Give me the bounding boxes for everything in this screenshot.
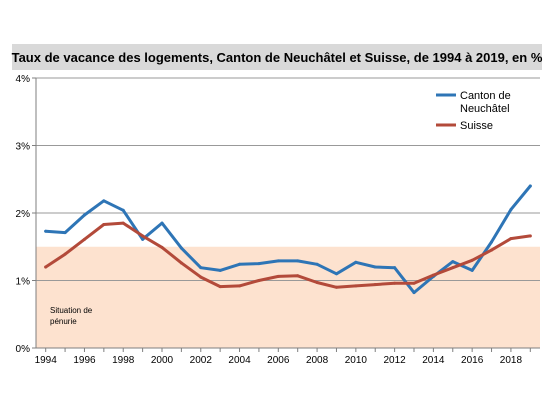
data-point — [257, 262, 261, 266]
x-tick-label: 2008 — [306, 355, 329, 366]
data-point — [257, 279, 261, 282]
x-tick-label: 2012 — [383, 355, 406, 366]
data-point — [354, 260, 358, 264]
data-point — [393, 266, 397, 270]
x-tick-label: 2004 — [228, 355, 251, 366]
x-tick-label: 2018 — [500, 355, 523, 366]
chart-title: Taux de vacance des logements, Canton de… — [11, 49, 543, 65]
legend-label-canton-neuchatel: Neuchâtel — [460, 103, 510, 115]
data-point — [528, 184, 532, 188]
data-point — [160, 221, 164, 225]
data-point — [238, 262, 242, 266]
data-point — [509, 208, 513, 212]
data-point — [141, 234, 145, 238]
data-point — [44, 229, 48, 233]
data-point — [315, 262, 319, 266]
data-point — [334, 272, 338, 276]
data-point — [121, 221, 125, 225]
series-line-suisse — [44, 221, 532, 289]
data-point — [276, 259, 280, 263]
data-point — [296, 259, 300, 263]
x-tick-label: 2016 — [461, 355, 484, 366]
x-axis-ticks — [45, 348, 531, 352]
series-lines — [44, 184, 532, 295]
x-tick-label: 1998 — [112, 355, 135, 366]
x-tick-label: 1996 — [73, 355, 96, 366]
shortage-band-label-line: pénurie — [50, 317, 77, 326]
data-point — [431, 273, 435, 277]
data-point — [160, 245, 164, 249]
data-point — [412, 281, 416, 285]
data-point — [199, 266, 203, 270]
x-tick-label: 2014 — [422, 355, 445, 366]
data-point — [393, 281, 397, 285]
data-point — [63, 231, 67, 235]
data-point — [82, 213, 86, 217]
data-point — [179, 246, 183, 250]
data-point — [470, 258, 474, 262]
legend-label-canton-neuchatel: Canton de — [460, 90, 511, 102]
chart-title-band: Taux de vacance des logements, Canton de… — [12, 44, 542, 70]
data-point — [102, 199, 106, 203]
shortage-band-label-line: Situation de — [50, 306, 93, 315]
data-point — [276, 274, 280, 278]
data-point — [296, 274, 300, 278]
data-point — [218, 268, 222, 272]
data-point — [199, 275, 203, 279]
y-tick-label: 1% — [16, 277, 31, 288]
x-tick-label: 1994 — [35, 355, 58, 366]
data-point — [451, 266, 455, 270]
data-point — [354, 284, 358, 288]
x-tick-label: 2000 — [151, 355, 174, 366]
data-point — [373, 265, 377, 269]
data-point — [412, 291, 416, 295]
data-point — [44, 265, 48, 269]
data-point — [451, 260, 455, 264]
data-point — [63, 252, 67, 256]
legend-label-suisse: Suisse — [460, 120, 493, 132]
y-tick-label: 0% — [16, 344, 31, 355]
x-axis-tick-labels: 1994 1996 1998 2000 2002 2004 2006 2008 2010 2012… — [35, 355, 523, 366]
data-point — [315, 281, 319, 285]
data-point — [102, 222, 106, 226]
data-point — [141, 237, 145, 241]
gridlines — [36, 77, 540, 281]
y-axis-tick-labels: 0% 1% 2% 3% 4% — [16, 74, 36, 355]
series-line-canton-neuchatel — [44, 184, 532, 295]
y-tick-label: 4% — [16, 74, 31, 85]
data-point — [490, 240, 494, 244]
data-point — [490, 248, 494, 252]
y-tick-label: 3% — [16, 142, 31, 153]
data-point — [470, 268, 474, 272]
data-point — [238, 284, 242, 288]
shortage-band-label: Situation de pénurie — [50, 306, 93, 326]
data-point — [373, 283, 377, 287]
x-tick-label: 2010 — [345, 355, 368, 366]
data-point — [528, 234, 532, 238]
data-point — [509, 237, 513, 241]
data-point — [121, 208, 125, 212]
x-tick-label: 2002 — [190, 355, 213, 366]
data-point — [179, 261, 183, 265]
x-tick-label: 2006 — [267, 355, 290, 366]
data-point — [82, 237, 86, 241]
data-point — [218, 285, 222, 289]
y-tick-label: 2% — [16, 209, 31, 220]
data-point — [334, 285, 338, 289]
